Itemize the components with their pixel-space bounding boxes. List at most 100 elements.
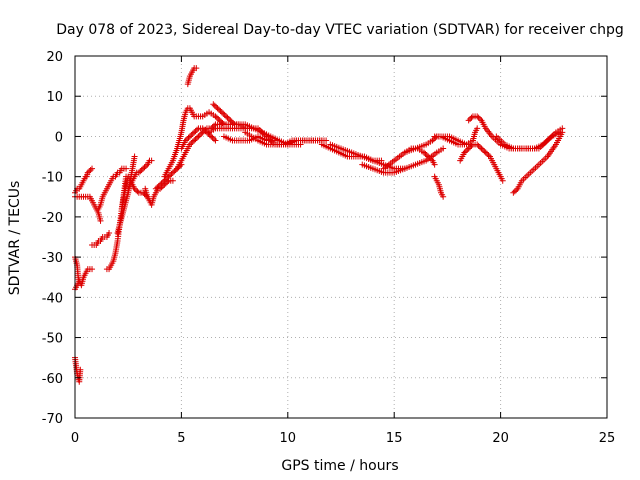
data-point [194, 134, 201, 141]
data-point [211, 122, 218, 129]
data-point [185, 134, 192, 141]
y-tick-label: -20 [42, 211, 63, 226]
x-tick-label: 10 [280, 431, 297, 446]
data-point [225, 116, 232, 123]
data-point [142, 162, 149, 169]
data-point [89, 266, 96, 273]
data-point [87, 166, 94, 173]
y-tick-label: -10 [42, 171, 63, 186]
data-point [192, 136, 199, 143]
data-point [123, 165, 130, 172]
data-point [89, 165, 96, 172]
data-point [214, 105, 221, 112]
data-point [140, 165, 147, 172]
data-point [76, 278, 83, 285]
data-point [212, 137, 219, 144]
data-point [485, 152, 492, 159]
data-point [195, 133, 202, 140]
data-point [462, 148, 469, 155]
data-point [131, 185, 138, 192]
data-point [426, 154, 433, 161]
data-point [213, 114, 220, 121]
data-point [430, 136, 437, 143]
data-point [152, 185, 159, 192]
data-point [425, 153, 432, 160]
data-point [191, 137, 198, 144]
data-point [169, 177, 176, 184]
data-point [467, 144, 474, 151]
data-point [474, 125, 481, 132]
grid-lines [75, 56, 607, 418]
data-point [224, 114, 231, 121]
data-point [478, 145, 485, 152]
data-point [228, 118, 235, 125]
data-point [206, 132, 213, 139]
data-point [474, 113, 481, 120]
x-tick-label: 5 [177, 431, 185, 446]
data-point [194, 126, 201, 133]
data-point [429, 137, 436, 144]
data-point [189, 130, 196, 137]
data-point [192, 128, 199, 135]
y-tick-label: 0 [55, 130, 63, 145]
data-point [559, 125, 566, 132]
data-point [106, 229, 113, 236]
data-point [420, 149, 427, 156]
data-point [188, 132, 195, 139]
data-point [513, 187, 520, 194]
data-point [158, 180, 165, 187]
data-point [484, 150, 491, 157]
data-point [205, 130, 212, 137]
data-point [210, 101, 217, 108]
y-tick-label: 20 [46, 50, 63, 65]
data-point [468, 114, 475, 121]
data-point [475, 114, 482, 121]
data-point [154, 184, 161, 191]
y-tick-label: -70 [42, 412, 63, 427]
data-point [133, 187, 140, 194]
data-point [467, 116, 474, 123]
data-point [135, 169, 142, 176]
data-point [499, 177, 506, 184]
axis-ticks [74, 55, 608, 419]
data-point [137, 168, 144, 175]
data-point [221, 111, 228, 118]
data-point [217, 107, 224, 114]
data-point [479, 146, 486, 153]
data-point [186, 141, 193, 148]
data-point [141, 164, 148, 171]
data-point [191, 129, 198, 136]
data-point [164, 175, 171, 182]
data-point [464, 146, 471, 153]
data-point [510, 189, 517, 196]
data-point [196, 132, 203, 139]
data-point [477, 116, 484, 123]
data-point [172, 166, 179, 173]
data-point [209, 134, 216, 141]
data-point [186, 133, 193, 140]
data-point [159, 179, 166, 186]
data-point [134, 188, 141, 195]
y-tick-label: -50 [42, 332, 63, 347]
data-point [475, 142, 482, 149]
data-point [468, 142, 475, 149]
data-point [461, 149, 468, 156]
data-point [201, 126, 208, 133]
data-point [182, 137, 189, 144]
data-point [218, 109, 225, 116]
data-point [223, 113, 230, 120]
data-point [212, 113, 219, 120]
data-point [202, 128, 209, 135]
data-point [465, 145, 472, 152]
x-tick-label: 15 [386, 431, 403, 446]
data-point [230, 120, 237, 127]
data-point [184, 136, 191, 143]
data-point [432, 134, 439, 141]
data-point [477, 144, 484, 151]
y-tick-label: -30 [42, 251, 63, 266]
data-point [211, 102, 218, 109]
data-point [86, 168, 93, 175]
data-point [440, 193, 447, 200]
data-point [169, 169, 176, 176]
y-tick-label: 10 [46, 90, 63, 105]
